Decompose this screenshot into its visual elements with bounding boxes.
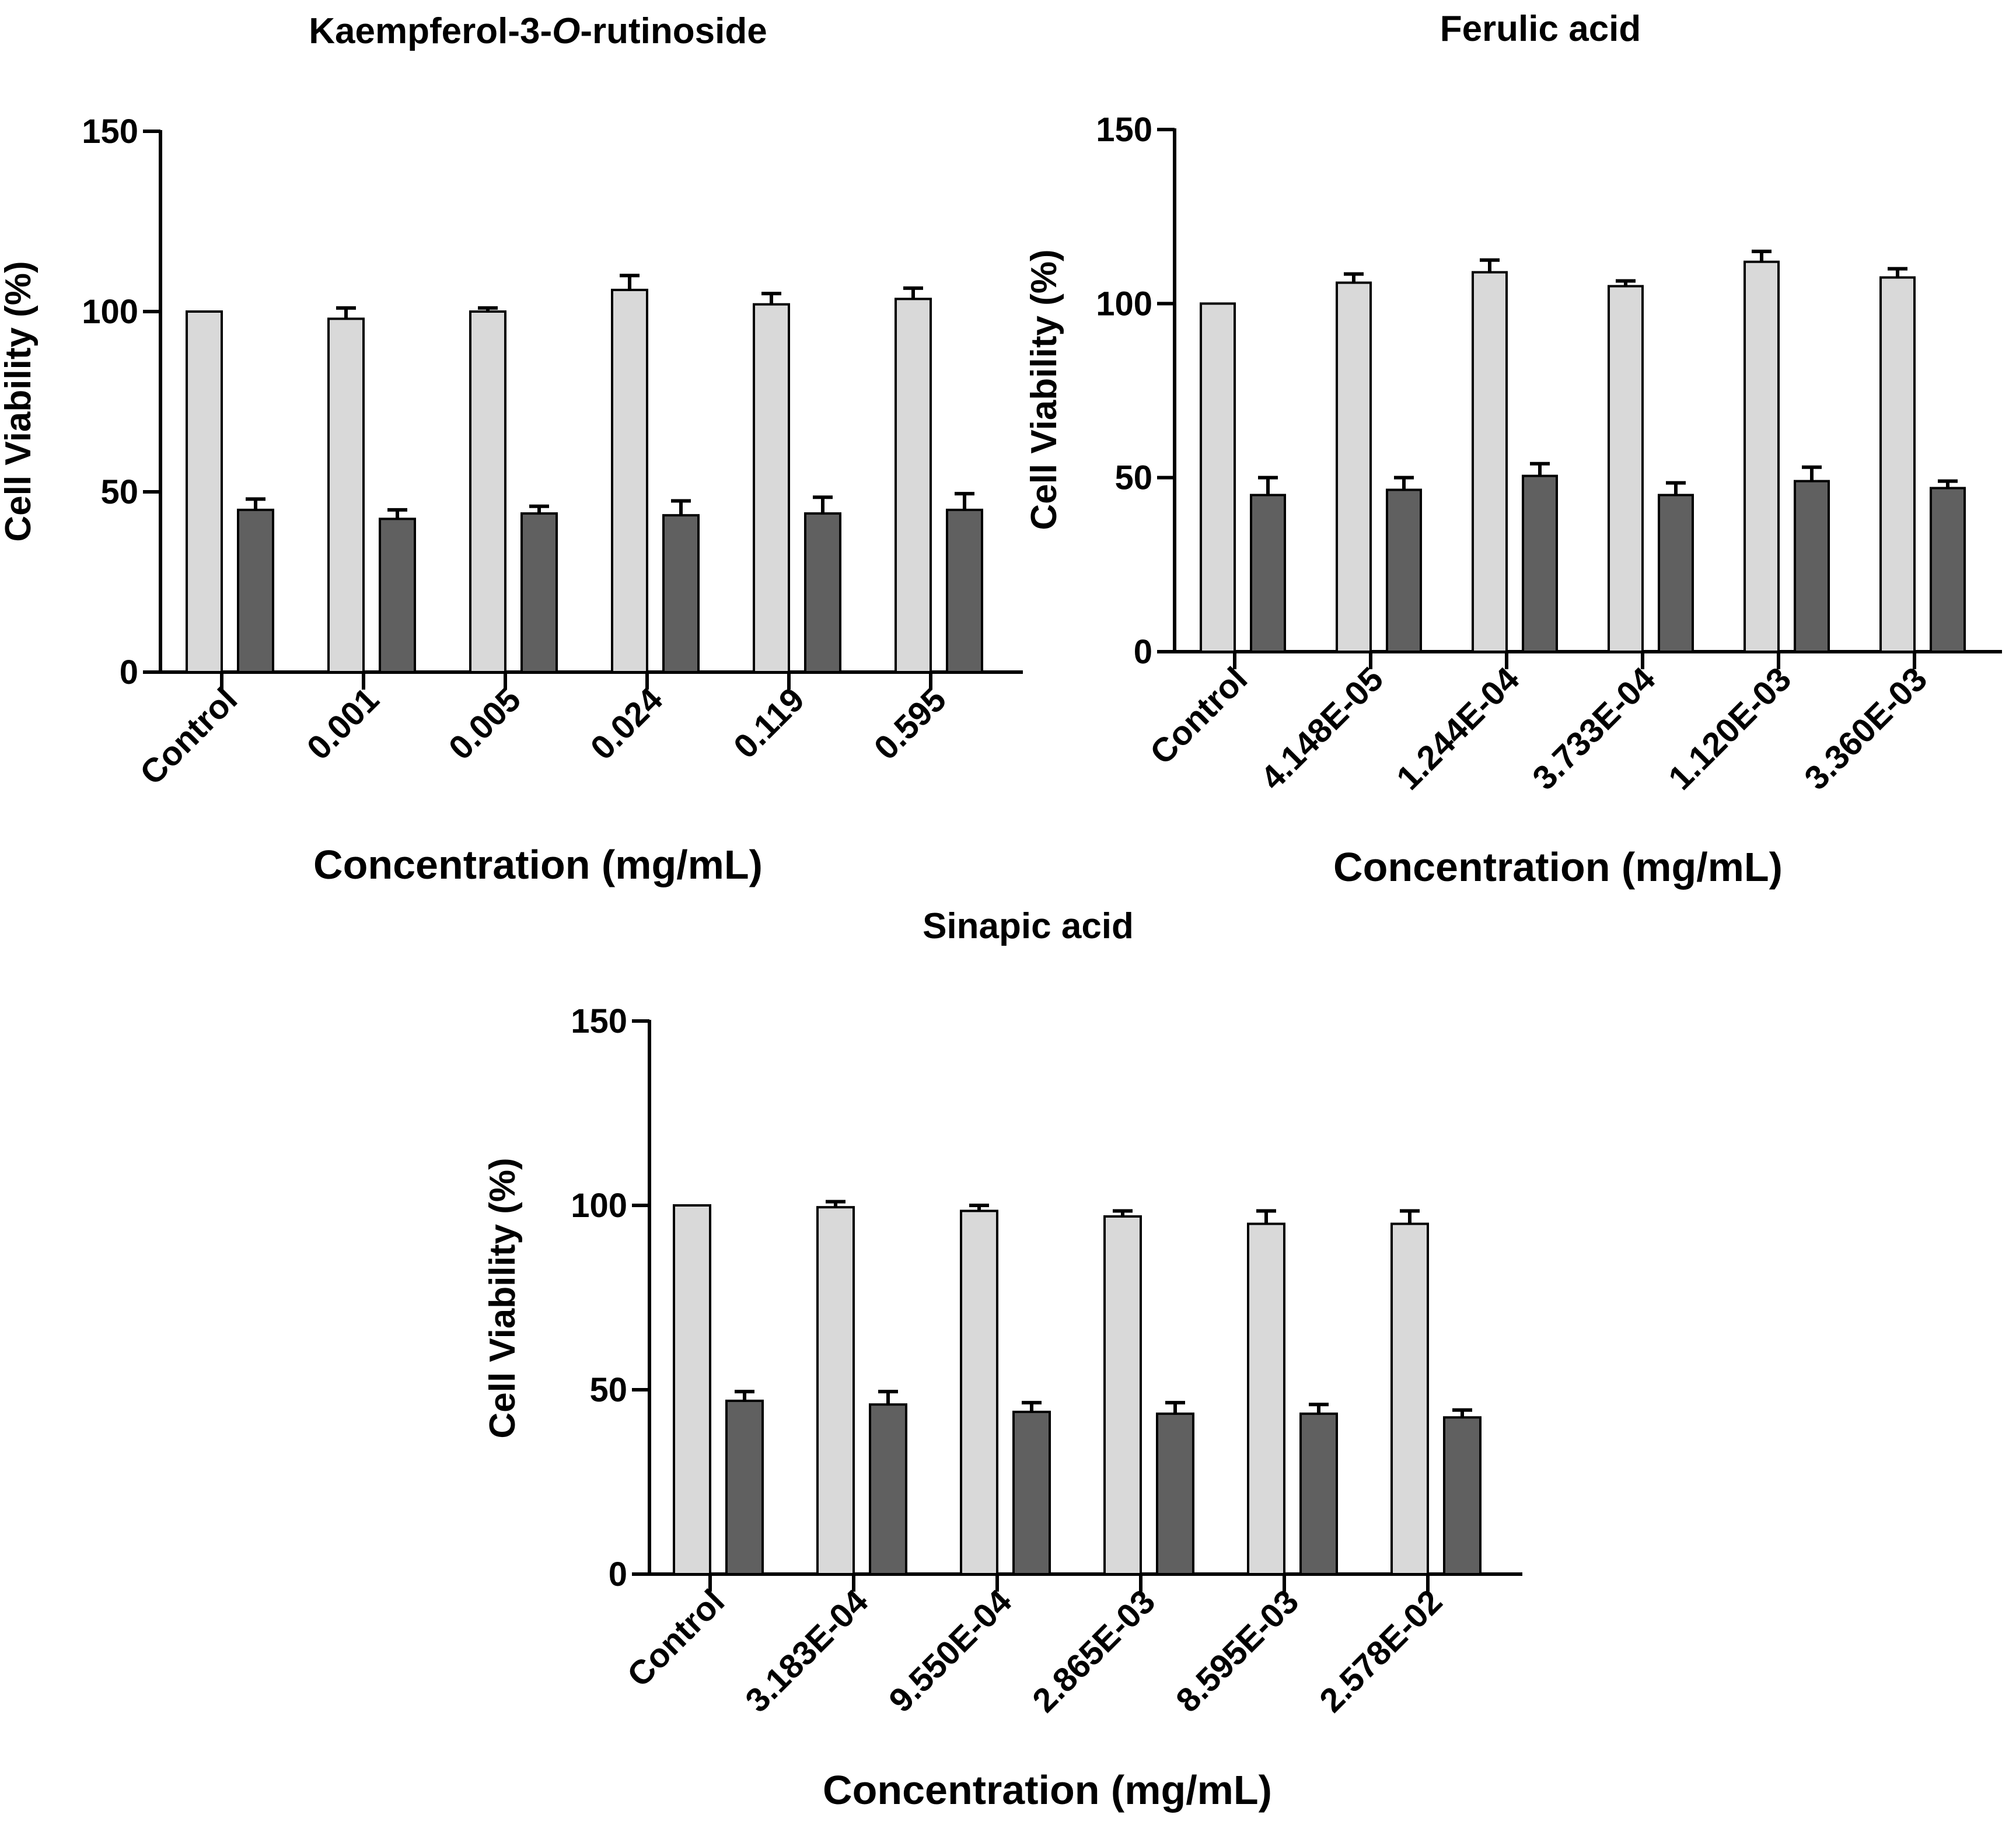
chart-title-part: O (552, 11, 580, 51)
x-category-label: 3.183E-04 (738, 1582, 875, 1719)
y-tick-label: 0 (1134, 633, 1152, 671)
y-tick-label: 100 (1096, 285, 1152, 323)
chart-title-part: Kaempferol-3- (309, 11, 552, 51)
chart-panel-sinapic-acid: Sinapic acid 0 50 100 150 Cell Viability (%) C… (483, 906, 1522, 1813)
y-axis-label: Cell Viability (%) (1024, 249, 1064, 530)
x-category-label: 2.865E-03 (1025, 1582, 1162, 1719)
x-category-label: 0.119 (726, 680, 812, 765)
x-category-label: 0.001 (300, 680, 387, 767)
y-axis-label: Cell Viability (%) (483, 1158, 523, 1438)
bar-dark (869, 1403, 907, 1576)
x-axis-label: Concentration (mg/mL) (313, 842, 763, 887)
bar-light (816, 1206, 855, 1575)
bar-dark (946, 508, 983, 674)
bar-light (1472, 271, 1508, 653)
chart-panel-kaempferol: Kaempferol-3-O-rutinoside 0 50 100 150 Cell V… (0, 11, 1023, 887)
bar-dark (1012, 1410, 1051, 1575)
bar-dark (1930, 487, 1966, 653)
bar-dark (1522, 474, 1558, 653)
bar-light (895, 298, 932, 673)
y-tick-label: 0 (609, 1555, 627, 1593)
bar-dark (237, 508, 274, 674)
x-category-label: 1.244E-04 (1389, 660, 1526, 797)
bar-light (611, 288, 648, 674)
x-category-label: 0.595 (867, 680, 954, 767)
bar-light (186, 310, 223, 673)
bar-dark (1156, 1413, 1194, 1576)
y-tick-label: 100 (82, 293, 138, 331)
bar-light (1247, 1222, 1285, 1576)
bar-light (1879, 276, 1916, 653)
x-category-label: Control (132, 680, 244, 792)
y-axis-label: Cell Viability (%) (0, 261, 39, 541)
chart-title: Sinapic acid (923, 906, 1134, 946)
y-tick-label: 150 (571, 1002, 627, 1040)
bar-light (753, 303, 790, 673)
bar-light (673, 1204, 711, 1575)
x-category-label: 0.024 (584, 680, 670, 767)
x-category-label: Control (620, 1582, 732, 1694)
x-category-label: 1.120E-03 (1661, 660, 1798, 797)
bar-dark (1250, 494, 1286, 653)
bar-dark (379, 518, 416, 673)
x-category-label: 4.148E-05 (1253, 660, 1390, 797)
x-axis-label: Concentration (mg/mL) (823, 1767, 1272, 1813)
chart-title: Kaempferol-3-O-rutinoside (309, 11, 767, 51)
x-axis-label: Concentration (mg/mL) (1333, 844, 1783, 890)
bar-dark (1658, 494, 1694, 653)
chart-panel-ferulic-acid: Ferulic acid 0 50 100 150 Cell Viability (%) C… (1024, 9, 2002, 890)
bar-dark (725, 1399, 764, 1575)
y-tick-label: 50 (100, 473, 138, 511)
x-category-label: 8.595E-03 (1169, 1582, 1306, 1719)
chart-title-part: Sinapic acid (923, 906, 1134, 946)
bar-dark (1443, 1416, 1482, 1575)
bar-light (327, 317, 365, 673)
bar-light (1608, 285, 1644, 653)
bar-light (469, 310, 506, 673)
y-tick-label: 150 (1096, 111, 1152, 149)
y-tick-label: 50 (589, 1371, 627, 1409)
bar-dark (520, 512, 558, 674)
bar-light (1200, 302, 1236, 653)
chart-title-part: Ferulic acid (1440, 9, 1641, 49)
x-category-label: 0.005 (442, 680, 529, 767)
y-tick-label: 0 (120, 653, 138, 691)
y-tick-label: 50 (1114, 459, 1152, 497)
bar-dark (1794, 480, 1830, 653)
chart-title-part: -rutinoside (580, 11, 767, 51)
bar-light (960, 1209, 998, 1575)
x-category-label: 3.733E-04 (1525, 660, 1662, 797)
x-category-label: 9.550E-04 (882, 1582, 1019, 1719)
bar-dark (1299, 1413, 1338, 1576)
chart-title: Ferulic acid (1440, 9, 1641, 49)
bar-light (1103, 1215, 1142, 1575)
y-tick-label: 100 (571, 1187, 627, 1225)
y-tick-label: 150 (82, 113, 138, 151)
bar-dark (804, 512, 841, 674)
bar-dark (1386, 488, 1422, 653)
bar-light (1744, 260, 1780, 653)
bar-light (1336, 281, 1372, 653)
x-category-label: Control (1142, 660, 1255, 772)
bar-light (1390, 1222, 1429, 1576)
bar-dark (662, 514, 700, 673)
x-category-label: 3.360E-03 (1797, 660, 1934, 797)
x-category-label: 2.578E-02 (1312, 1582, 1449, 1719)
